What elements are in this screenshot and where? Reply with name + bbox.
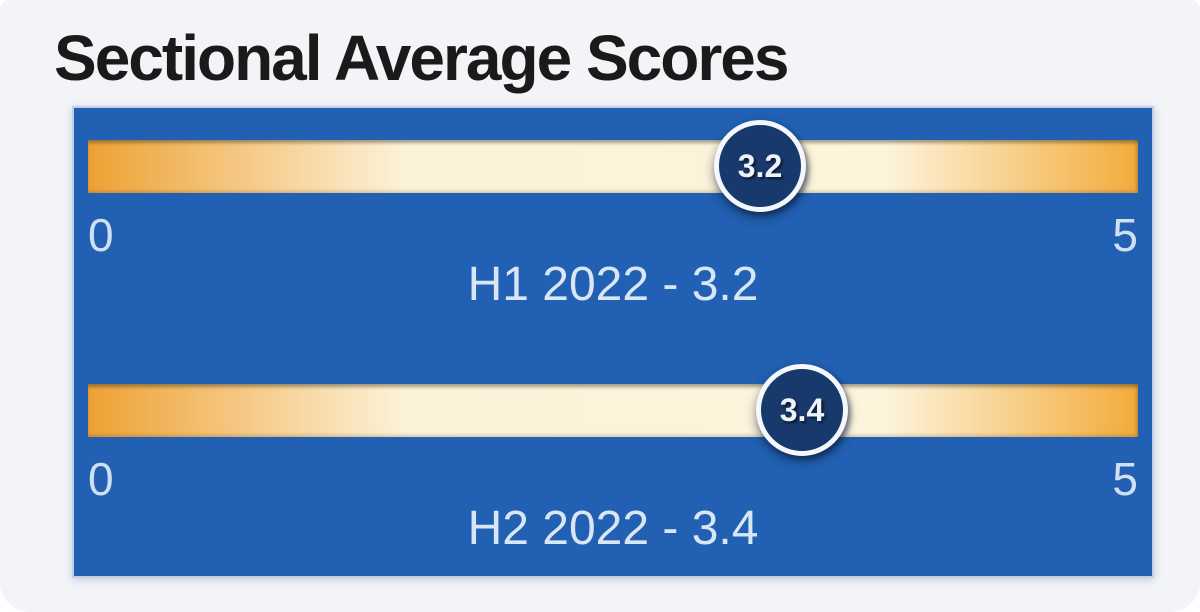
gauge-track: 3.2 (88, 120, 1138, 212)
gauge-marker-value: 3.4 (779, 391, 825, 428)
tick-max-label: 5 (1112, 209, 1138, 261)
gauge-marker: 3.4 (756, 364, 848, 456)
gauge-h2-2022: 3.4 0 5 H2 2022 - 3.4 (88, 364, 1138, 555)
tick-min-label: 0 (88, 209, 114, 261)
tick-min-label: 0 (88, 453, 114, 505)
gauge-caption: H2 2022 - 3.4 (467, 502, 759, 555)
gauge-scale: 0 5 (88, 212, 1138, 258)
gauge-caption: H1 2022 - 3.2 (467, 258, 759, 311)
gauge-scale: 0 5 (88, 456, 1138, 502)
page-title: Sectional Average Scores (54, 22, 789, 94)
tick-max-label: 5 (1112, 453, 1138, 505)
gauge-h1-2022: 3.2 0 5 H1 2022 - 3.2 (88, 120, 1138, 311)
gauge-track: 3.4 (88, 364, 1138, 456)
gauge-marker: 3.2 (714, 120, 806, 212)
gauge-panel: 3.2 0 5 H1 2022 - 3.2 3.4 0 5 H2 2022 - … (72, 106, 1154, 578)
gauge-marker-value: 3.2 (737, 147, 783, 184)
